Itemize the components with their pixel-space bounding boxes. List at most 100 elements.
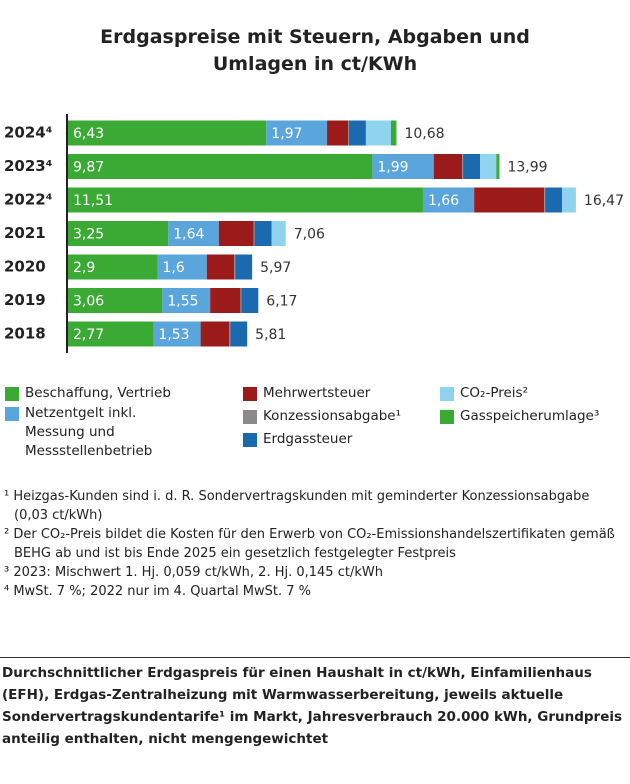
bar-segment <box>433 154 463 179</box>
value-label: 1,55 <box>167 294 198 310</box>
bar-segment <box>422 187 475 213</box>
legend-swatch <box>243 410 257 424</box>
total-label: 5,81 <box>255 327 286 343</box>
y-tick-label: 2024⁴ <box>4 124 52 142</box>
value-label: 2,77 <box>73 327 104 343</box>
bar-segment <box>474 187 545 213</box>
total-label: 5,97 <box>260 260 291 276</box>
bar-segment <box>230 321 248 347</box>
total-label: 6,17 <box>266 294 297 310</box>
legend-swatch <box>5 387 19 401</box>
legend-item: Gasspeicherumlage³ <box>440 407 630 426</box>
bar-segment <box>463 154 481 179</box>
legend-item: Beschaffung, Vertrieb <box>5 384 200 403</box>
footnote: ³ 2023: Mischwert 1. Hj. 0,059 ct/kWh, 2… <box>4 565 383 580</box>
bar-segment <box>153 321 201 347</box>
legend-item: Mehrwertsteuer <box>243 384 438 403</box>
bar-segment <box>200 321 230 347</box>
legend-label: CO₂-Preis² <box>460 385 528 401</box>
total-label: 16,47 <box>584 193 624 209</box>
bar-segment <box>348 120 366 146</box>
legend-label: Gasspeicherumlage³ <box>460 408 600 424</box>
bar-segment <box>68 321 154 347</box>
bar-segment <box>480 154 497 179</box>
total-label: 7,06 <box>294 227 325 243</box>
value-label: 9,87 <box>73 160 104 176</box>
legend-swatch <box>440 387 454 401</box>
y-tick-label: 2019 <box>4 291 46 309</box>
bar-segment <box>68 187 423 213</box>
bar-segment <box>157 254 207 280</box>
bar-segment <box>496 154 500 179</box>
value-label: 11,51 <box>73 193 113 209</box>
note: Durchschnittlicher Erdgaspreis für einen… <box>2 665 623 747</box>
bar-segment <box>271 221 286 246</box>
bar-segment <box>253 221 255 246</box>
bar-segment <box>68 288 163 313</box>
bar-segment <box>390 120 397 146</box>
legend-item: Konzessionsabgabe¹ <box>243 407 438 426</box>
bar-segment <box>240 288 242 313</box>
value-label: 1,97 <box>271 126 302 142</box>
legend-item: CO₂-Preis² <box>440 384 630 403</box>
legend-item: Erdgassteuer <box>243 430 438 449</box>
value-label: 1,53 <box>158 327 189 343</box>
footnote: ² Der CO₂-Preis bildet die Kosten für de… <box>4 527 615 561</box>
bar-segment <box>68 254 158 280</box>
bar-segment <box>162 288 211 313</box>
bar-segment <box>234 254 236 280</box>
bar-segment <box>544 187 546 213</box>
bar-segment <box>218 221 254 246</box>
separator <box>0 657 630 658</box>
bar-segment <box>348 120 349 146</box>
legend-label: Netzentgelt inkl. Messung und Messstelle… <box>25 405 153 459</box>
bar-segment <box>235 254 253 280</box>
value-label: 3,06 <box>73 294 104 310</box>
bar-segment <box>462 154 464 179</box>
bar-segment <box>372 154 434 179</box>
legend-swatch <box>243 433 257 447</box>
legend-item: Netzentgelt inkl. Messung und Messstelle… <box>5 404 200 461</box>
total-label: 13,99 <box>507 160 547 176</box>
bar-segment <box>241 288 259 313</box>
bar-segment <box>562 187 576 213</box>
legend-label: Konzessionsabgabe¹ <box>263 408 402 424</box>
y-tick-label: 2018 <box>4 325 46 343</box>
bar-segment <box>168 221 219 246</box>
footnote: ¹ Heizgas-Kunden sind i. d. R. Sonderver… <box>4 489 590 523</box>
value-label: 1,66 <box>428 193 459 209</box>
footnote: ⁴ MwSt. 7 %; 2022 nur im 4. Quartal MwSt… <box>4 584 311 599</box>
chart-title: Erdgaspreise mit Steuern, Abgaben und Um… <box>100 26 530 75</box>
value-label: 3,25 <box>73 227 104 243</box>
bar-segment <box>68 120 267 146</box>
y-tick-label: 2022⁴ <box>4 191 52 209</box>
bar-segment <box>68 154 373 179</box>
bar-segment <box>210 288 241 313</box>
chart: 2024⁴ 6,43 1,97 10,68 2023⁴ 9,87 1,99 13,99 2022… <box>4 114 624 353</box>
legend-swatch <box>5 407 19 421</box>
bar-segment <box>68 221 169 246</box>
value-label: 1,6 <box>162 260 184 276</box>
bar-segment <box>365 120 391 146</box>
bar-segment <box>545 187 563 213</box>
bar-segment <box>206 254 235 280</box>
value-label: 1,99 <box>377 160 408 176</box>
value-label: 2,9 <box>73 260 95 276</box>
legend-label: Beschaffung, Vertrieb <box>25 385 171 401</box>
y-tick-label: 2023⁴ <box>4 157 52 175</box>
bar-segment <box>254 221 272 246</box>
value-label: 6,43 <box>73 126 104 142</box>
footnotes: ¹ Heizgas-Kunden sind i. d. R. Sonderver… <box>4 487 624 601</box>
bar-segment <box>327 120 349 146</box>
legend-swatch <box>243 387 257 401</box>
bar-segment <box>266 120 328 146</box>
y-tick-label: 2021 <box>4 224 46 242</box>
total-label: 10,68 <box>404 126 444 142</box>
legend-label: Mehrwertsteuer <box>263 385 371 401</box>
bar-segment <box>229 321 231 347</box>
legend-swatch <box>440 410 454 424</box>
legend-label: Erdgassteuer <box>263 431 353 447</box>
value-label: 1,64 <box>173 227 204 243</box>
y-tick-label: 2020 <box>4 258 46 276</box>
